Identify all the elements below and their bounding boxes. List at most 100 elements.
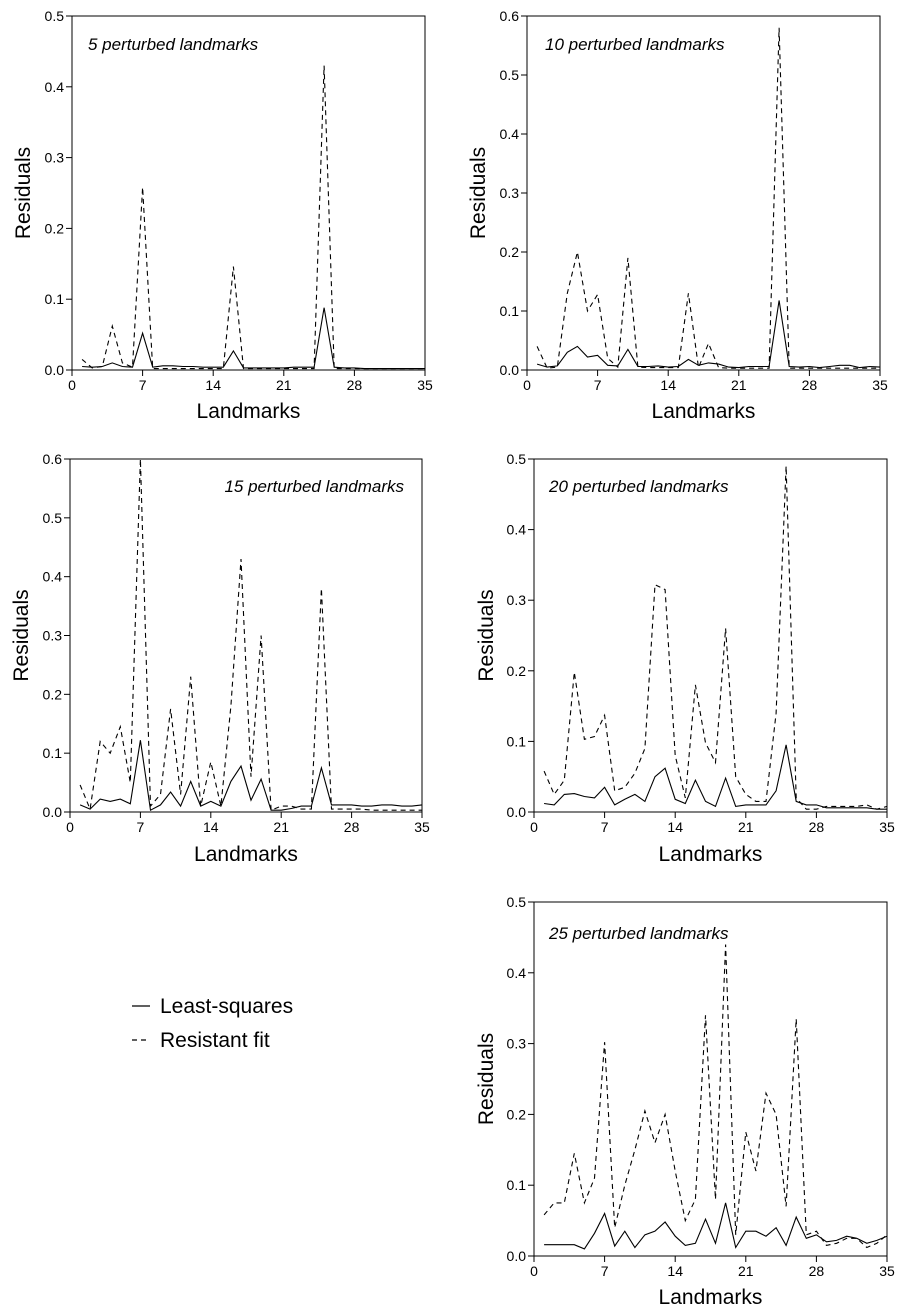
- series-line-resistant-fit: [81, 65, 425, 370]
- y-tick-label: 0.4: [43, 569, 63, 585]
- chart-panel-1: 0 7 14 21 28 35 0.0 0.1 0.2 0.3 0.4 0.5 Landmarks Res…: [12, 8, 433, 423]
- legend-label: Resistant fit: [160, 1029, 270, 1052]
- y-tick-label: 0.4: [45, 79, 65, 95]
- x-tick-label: 7: [139, 377, 147, 393]
- series-line-least-squares: [544, 1202, 887, 1250]
- plot-frame: [533, 901, 888, 1257]
- x-tick-label: 7: [601, 819, 609, 835]
- x-tick-label: 14: [660, 377, 676, 393]
- x-axis-label: Landmarks: [194, 843, 298, 866]
- y-axis-label: Residuals: [475, 1033, 498, 1125]
- x-axis-label: Landmarks: [659, 1286, 763, 1309]
- y-tick-label: 0.3: [507, 592, 527, 608]
- y-tick-label: 0.2: [43, 686, 63, 702]
- y-tick-label: 0.5: [507, 451, 527, 467]
- y-tick-label: 0.4: [500, 126, 520, 142]
- y-tick-label: 0.1: [507, 1177, 527, 1193]
- plot-frame: [533, 458, 888, 813]
- series-line-least-squares: [536, 300, 880, 369]
- y-tick-label: 0.2: [507, 663, 527, 679]
- panel-title: 20 perturbed landmarks: [548, 477, 729, 496]
- y-tick-label: 0.1: [43, 745, 63, 761]
- x-axis-label: Landmarks: [659, 843, 763, 866]
- y-tick-label: 0.0: [507, 804, 527, 820]
- x-tick-label: 28: [809, 1263, 825, 1279]
- series-line-resistant-fit: [543, 944, 887, 1249]
- y-tick-label: 0.3: [43, 628, 63, 644]
- x-tick-label: 7: [594, 377, 602, 393]
- x-tick-label: 0: [66, 819, 74, 835]
- x-tick-label: 28: [347, 377, 363, 393]
- x-tick-label: 35: [879, 1263, 895, 1279]
- x-tick-label: 35: [417, 377, 433, 393]
- x-tick-label: 0: [530, 1263, 538, 1279]
- x-tick-label: 28: [802, 377, 818, 393]
- x-tick-label: 7: [601, 1263, 609, 1279]
- y-axis-label: Residuals: [467, 147, 490, 239]
- series-line-resistant-fit: [543, 466, 887, 810]
- y-tick-label: 0.5: [45, 8, 65, 24]
- y-tick-label: 0.1: [500, 303, 520, 319]
- panel-title: 10 perturbed landmarks: [545, 35, 725, 54]
- y-tick-label: 0.4: [507, 522, 527, 538]
- x-tick-label: 7: [137, 819, 145, 835]
- x-tick-label: 21: [273, 819, 289, 835]
- y-tick-label: 0.5: [500, 67, 520, 83]
- x-tick-label: 21: [731, 377, 747, 393]
- y-tick-label: 0.2: [45, 220, 65, 236]
- y-tick-label: 0.5: [43, 510, 63, 526]
- x-tick-label: 0: [68, 377, 76, 393]
- y-tick-label: 0.0: [500, 362, 520, 378]
- legend-label: Least-squares: [160, 995, 293, 1018]
- y-tick-label: 0.6: [500, 8, 520, 24]
- x-tick-label: 0: [523, 377, 531, 393]
- x-tick-label: 35: [879, 819, 895, 835]
- y-tick-label: 0.1: [507, 733, 527, 749]
- x-tick-label: 14: [203, 819, 219, 835]
- legend: Least-squares Resistant fit: [132, 995, 293, 1052]
- y-tick-label: 0.4: [507, 965, 527, 981]
- y-tick-label: 0.0: [507, 1248, 527, 1264]
- x-axis-label: Landmarks: [197, 400, 301, 423]
- chart-panel-5: 0 7 14 21 28 35 0.0 0.1 0.2 0.3 0.4 0.5 Landmarks Res…: [475, 894, 895, 1309]
- y-tick-label: 0.0: [43, 804, 63, 820]
- x-tick-label: 21: [738, 1263, 754, 1279]
- plot-frame: [69, 458, 423, 813]
- series-line-least-squares: [79, 740, 422, 812]
- plot-frame: [526, 15, 881, 371]
- chart-panel-2: 0 7 14 21 28 35 0.0 0.1 0.2 0.3 0.4 0.5 0.6 Landmarks…: [467, 8, 888, 423]
- x-tick-label: 35: [872, 377, 888, 393]
- x-tick-label: 0: [530, 819, 538, 835]
- x-tick-label: 21: [276, 377, 292, 393]
- y-tick-label: 0.3: [45, 150, 65, 166]
- panel-title: 15 perturbed landmarks: [224, 477, 404, 496]
- y-tick-label: 0.5: [507, 894, 527, 910]
- y-axis-label: Residuals: [475, 589, 498, 681]
- y-tick-label: 0.2: [500, 244, 520, 260]
- x-tick-label: 14: [667, 819, 683, 835]
- chart-panel-3: 0 7 14 21 28 35 0.0 0.1 0.2 0.3 0.4 0.5 0.6 Landmarks…: [10, 451, 430, 866]
- x-tick-label: 35: [414, 819, 430, 835]
- series-line-resistant-fit: [536, 27, 880, 370]
- plot-frame: [71, 15, 426, 371]
- chart-panel-4: 0 7 14 21 28 35 0.0 0.1 0.2 0.3 0.4 0.5 Landmarks Res…: [475, 451, 895, 866]
- x-tick-label: 28: [344, 819, 360, 835]
- x-tick-label: 14: [667, 1263, 683, 1279]
- x-tick-label: 21: [738, 819, 754, 835]
- y-tick-label: 0.1: [45, 291, 65, 307]
- x-axis-label: Landmarks: [652, 400, 756, 423]
- series-line-least-squares: [82, 307, 425, 370]
- y-axis-label: Residuals: [10, 589, 33, 681]
- y-tick-label: 0.0: [45, 362, 65, 378]
- y-tick-label: 0.3: [500, 185, 520, 201]
- series-line-least-squares: [544, 744, 887, 810]
- y-tick-label: 0.3: [507, 1036, 527, 1052]
- y-tick-label: 0.6: [43, 451, 63, 467]
- y-axis-label: Residuals: [12, 147, 35, 239]
- panel-title: 25 perturbed landmarks: [548, 924, 729, 943]
- x-tick-label: 28: [809, 819, 825, 835]
- panel-title: 5 perturbed landmarks: [88, 35, 259, 54]
- x-tick-label: 14: [205, 377, 221, 393]
- y-tick-label: 0.2: [507, 1106, 527, 1122]
